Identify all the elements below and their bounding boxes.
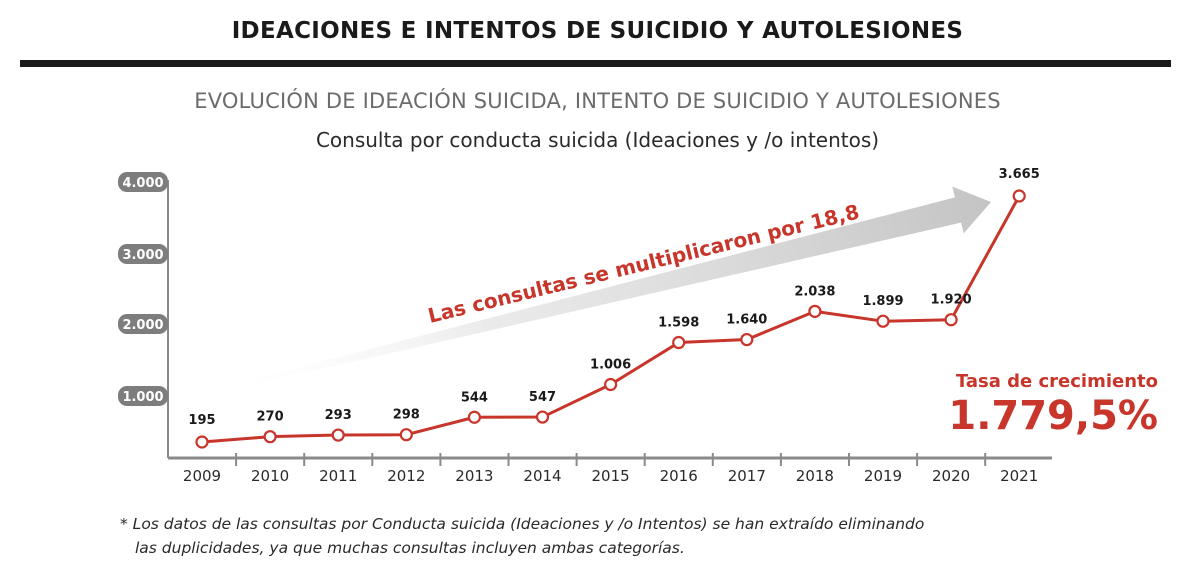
data-label: 298	[393, 408, 420, 423]
growth-rate-label: Tasa de crecimiento	[956, 371, 1158, 392]
x-tick-label: 2021	[1000, 467, 1038, 485]
data-label: 1.006	[590, 358, 631, 373]
data-label: 270	[257, 410, 284, 425]
footnote-line-1: * Los datos de las consultas por Conduct…	[120, 515, 925, 533]
data-label: 547	[529, 390, 556, 405]
data-point	[808, 304, 822, 318]
data-point	[1012, 189, 1026, 203]
data-label: 293	[325, 408, 352, 423]
data-label: 1.640	[726, 313, 767, 328]
x-tick-label: 2017	[728, 467, 766, 485]
data-label: 1.598	[658, 316, 699, 331]
data-point	[263, 430, 277, 444]
data-point	[876, 314, 890, 328]
x-tick-label: 2020	[932, 467, 970, 485]
x-tick-label: 2013	[455, 467, 493, 485]
y-tick-badge	[118, 386, 168, 406]
data-point	[399, 428, 413, 442]
y-tick-badge	[118, 314, 168, 334]
header-divider	[20, 60, 1171, 67]
data-point	[331, 428, 345, 442]
trend-arrow-shape	[211, 186, 992, 394]
chart-title: Consulta por conducta suicida (Ideacione…	[315, 128, 880, 152]
data-point	[535, 410, 550, 424]
x-tick-label: 2014	[523, 467, 561, 485]
data-point	[195, 435, 209, 449]
section-title: EVOLUCIÓN DE IDEACIÓN SUICIDA, INTENTO D…	[194, 89, 1001, 113]
page-title: IDEACIONES E INTENTOS DE SUICIDIO Y AUTO…	[231, 18, 964, 44]
data-label: 1.899	[862, 294, 903, 309]
footnote-line-2: las duplicidades, ya que muchas consulta…	[135, 539, 685, 557]
y-tick-label: 2.000	[122, 318, 163, 333]
data-label: 195	[188, 413, 215, 428]
data-point	[672, 335, 686, 350]
data-point	[603, 377, 618, 392]
trend-arrow	[211, 186, 992, 394]
x-tick-label: 2009	[183, 467, 221, 485]
x-tick-label: 2016	[660, 467, 698, 485]
x-tick-label: 2015	[592, 467, 630, 485]
y-tick-badge	[118, 244, 168, 264]
footnote: * Los datos de las consultas por Conduct…	[120, 512, 1100, 560]
x-tick-label: 2011	[319, 467, 357, 485]
y-tick-label: 1.000	[122, 390, 163, 405]
data-label: 3.665	[999, 167, 1040, 182]
data-point	[944, 313, 958, 327]
y-tick-label: 3.000	[122, 248, 163, 263]
y-tick-label: 4.000	[122, 176, 163, 191]
x-tick-label: 2012	[387, 467, 425, 485]
x-tick-label: 2018	[796, 467, 834, 485]
data-point	[467, 410, 481, 424]
growth-rate-value: 1.779,5%	[948, 393, 1158, 439]
y-tick-badge	[118, 172, 168, 192]
data-label: 1.920	[931, 293, 972, 308]
data-point	[740, 332, 754, 347]
x-tick-label: 2010	[251, 467, 289, 485]
data-label: 2.038	[794, 284, 835, 299]
trend-arrow-label: Las consultas se multiplicaron por 18,8	[425, 200, 861, 328]
x-tick-label: 2019	[864, 467, 902, 485]
data-label: 544	[461, 390, 488, 405]
